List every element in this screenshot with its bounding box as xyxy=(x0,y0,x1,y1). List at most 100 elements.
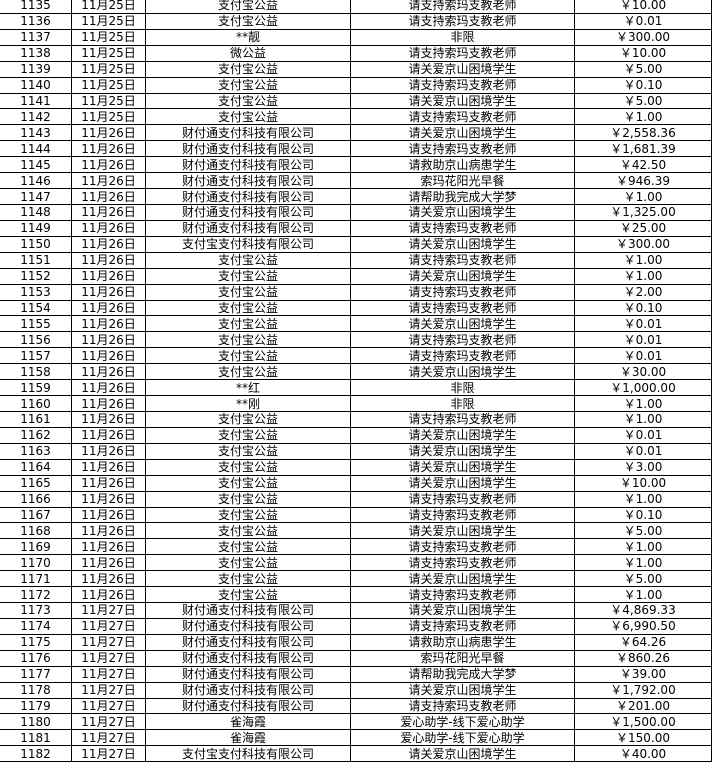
amount-cell[interactable]: ￥150.00 xyxy=(574,729,712,747)
date-cell[interactable]: 11月25日 xyxy=(71,77,146,94)
donor-cell[interactable]: 支付宝公益 xyxy=(145,570,351,588)
amount-cell[interactable]: ￥5.00 xyxy=(574,61,712,78)
amount-cell[interactable]: ￥201.00 xyxy=(574,698,712,715)
row-number-cell[interactable]: 1158 xyxy=(0,363,72,381)
amount-cell[interactable]: ￥1.00 xyxy=(574,538,712,556)
donor-cell[interactable]: 支付宝公益 xyxy=(145,538,351,556)
donor-cell[interactable]: 支付宝公益 xyxy=(145,93,351,110)
project-cell[interactable]: 请关爱京山困境学生 xyxy=(350,602,575,619)
row-number-cell[interactable]: 1136 xyxy=(0,13,72,30)
amount-cell[interactable]: ￥1.00 xyxy=(574,554,712,572)
amount-cell[interactable]: ￥5.00 xyxy=(574,522,712,540)
donor-cell[interactable]: 财付通支付科技有限公司 xyxy=(145,634,351,651)
project-cell[interactable]: 请支持索玛支教老师 xyxy=(350,698,575,715)
donor-cell[interactable]: 支付宝支付科技有限公司 xyxy=(145,236,351,253)
project-cell[interactable]: 请支持索玛支教老师 xyxy=(350,347,575,365)
project-cell[interactable]: 请支持索玛支教老师 xyxy=(350,13,575,30)
row-number-cell[interactable]: 1162 xyxy=(0,427,72,444)
date-cell[interactable]: 11月26日 xyxy=(71,300,146,317)
date-cell[interactable]: 11月26日 xyxy=(71,156,146,174)
amount-cell[interactable]: ￥1.00 xyxy=(574,395,712,412)
donor-cell[interactable]: 财付通支付科技有限公司 xyxy=(145,650,351,667)
date-cell[interactable]: 11月26日 xyxy=(71,554,146,572)
donor-cell[interactable]: **靓 xyxy=(145,29,351,46)
date-cell[interactable]: 11月26日 xyxy=(71,172,146,190)
row-number-cell[interactable]: 1171 xyxy=(0,570,72,588)
donor-cell[interactable]: 微公益 xyxy=(145,45,351,62)
amount-cell[interactable]: ￥1,325.00 xyxy=(574,204,712,221)
donor-cell[interactable]: 支付宝公益 xyxy=(145,459,351,476)
project-cell[interactable]: 爱心助学-线下爱心助学 xyxy=(350,729,575,747)
row-number-cell[interactable]: 1147 xyxy=(0,188,72,205)
row-number-cell[interactable]: 1177 xyxy=(0,666,72,683)
amount-cell[interactable]: ￥0.01 xyxy=(574,443,712,460)
amount-cell[interactable]: ￥5.00 xyxy=(574,570,712,588)
project-cell[interactable]: 请关爱京山困境学生 xyxy=(350,315,575,333)
amount-cell[interactable]: ￥0.10 xyxy=(574,300,712,317)
donor-cell[interactable]: 财付通支付科技有限公司 xyxy=(145,220,351,237)
row-number-cell[interactable]: 1175 xyxy=(0,634,72,651)
donor-cell[interactable]: 财付通支付科技有限公司 xyxy=(145,204,351,221)
amount-cell[interactable]: ￥40.00 xyxy=(574,745,712,763)
row-number-cell[interactable]: 1152 xyxy=(0,268,72,285)
donor-cell[interactable]: 财付通支付科技有限公司 xyxy=(145,682,351,699)
project-cell[interactable]: 请救助京山病患学生 xyxy=(350,634,575,651)
date-cell[interactable]: 11月26日 xyxy=(71,586,146,604)
project-cell[interactable]: 非限 xyxy=(350,395,575,412)
row-number-cell[interactable]: 1143 xyxy=(0,124,72,142)
project-cell[interactable]: 请关爱京山困境学生 xyxy=(350,522,575,540)
project-cell[interactable]: 请帮助我完成大学梦 xyxy=(350,188,575,205)
row-number-cell[interactable]: 1135 xyxy=(0,0,72,14)
date-cell[interactable]: 11月25日 xyxy=(71,13,146,30)
row-number-cell[interactable]: 1178 xyxy=(0,682,72,699)
amount-cell[interactable]: ￥1.00 xyxy=(574,108,712,126)
amount-cell[interactable]: ￥3.00 xyxy=(574,459,712,476)
date-cell[interactable]: 11月26日 xyxy=(71,379,146,397)
row-number-cell[interactable]: 1151 xyxy=(0,252,72,269)
row-number-cell[interactable]: 1182 xyxy=(0,745,72,763)
project-cell[interactable]: 请关爱京山困境学生 xyxy=(350,682,575,699)
amount-cell[interactable]: ￥860.26 xyxy=(574,650,712,667)
project-cell[interactable]: 请关爱京山困境学生 xyxy=(350,61,575,78)
donor-cell[interactable]: 财付通支付科技有限公司 xyxy=(145,666,351,683)
row-number-cell[interactable]: 1164 xyxy=(0,459,72,476)
date-cell[interactable]: 11月27日 xyxy=(71,634,146,651)
donor-cell[interactable]: 支付宝公益 xyxy=(145,13,351,30)
donor-cell[interactable]: 财付通支付科技有限公司 xyxy=(145,172,351,190)
row-number-cell[interactable]: 1138 xyxy=(0,45,72,62)
donor-cell[interactable]: 支付宝公益 xyxy=(145,507,351,524)
amount-cell[interactable]: ￥42.50 xyxy=(574,156,712,174)
amount-cell[interactable]: ￥0.01 xyxy=(574,427,712,444)
donor-cell[interactable]: 支付宝公益 xyxy=(145,491,351,508)
donor-cell[interactable]: 财付通支付科技有限公司 xyxy=(145,698,351,715)
row-number-cell[interactable]: 1163 xyxy=(0,443,72,460)
project-cell[interactable]: 请支持索玛支教老师 xyxy=(350,108,575,126)
row-number-cell[interactable]: 1160 xyxy=(0,395,72,412)
date-cell[interactable]: 11月27日 xyxy=(71,698,146,715)
amount-cell[interactable]: ￥1.00 xyxy=(574,252,712,269)
donor-cell[interactable]: 财付通支付科技有限公司 xyxy=(145,124,351,142)
project-cell[interactable]: 请支持索玛支教老师 xyxy=(350,45,575,62)
donor-cell[interactable]: 支付宝公益 xyxy=(145,284,351,301)
row-number-cell[interactable]: 1179 xyxy=(0,698,72,715)
project-cell[interactable]: 请支持索玛支教老师 xyxy=(350,586,575,604)
donor-cell[interactable]: 支付宝公益 xyxy=(145,300,351,317)
amount-cell[interactable]: ￥0.01 xyxy=(574,315,712,333)
amount-cell[interactable]: ￥2.00 xyxy=(574,284,712,301)
date-cell[interactable]: 11月27日 xyxy=(71,618,146,635)
row-number-cell[interactable]: 1167 xyxy=(0,507,72,524)
amount-cell[interactable]: ￥1,000.00 xyxy=(574,379,712,397)
amount-cell[interactable]: ￥0.10 xyxy=(574,77,712,94)
date-cell[interactable]: 11月26日 xyxy=(71,491,146,508)
donor-cell[interactable]: 支付宝公益 xyxy=(145,268,351,285)
row-number-cell[interactable]: 1139 xyxy=(0,61,72,78)
row-number-cell[interactable]: 1142 xyxy=(0,108,72,126)
project-cell[interactable]: 请支持索玛支教老师 xyxy=(350,507,575,524)
donor-cell[interactable]: 财付通支付科技有限公司 xyxy=(145,602,351,619)
date-cell[interactable]: 11月26日 xyxy=(71,459,146,476)
amount-cell[interactable]: ￥10.00 xyxy=(574,45,712,62)
row-number-cell[interactable]: 1150 xyxy=(0,236,72,253)
row-number-cell[interactable]: 1155 xyxy=(0,315,72,333)
amount-cell[interactable]: ￥1.00 xyxy=(574,586,712,604)
donor-cell[interactable]: **刚 xyxy=(145,395,351,412)
